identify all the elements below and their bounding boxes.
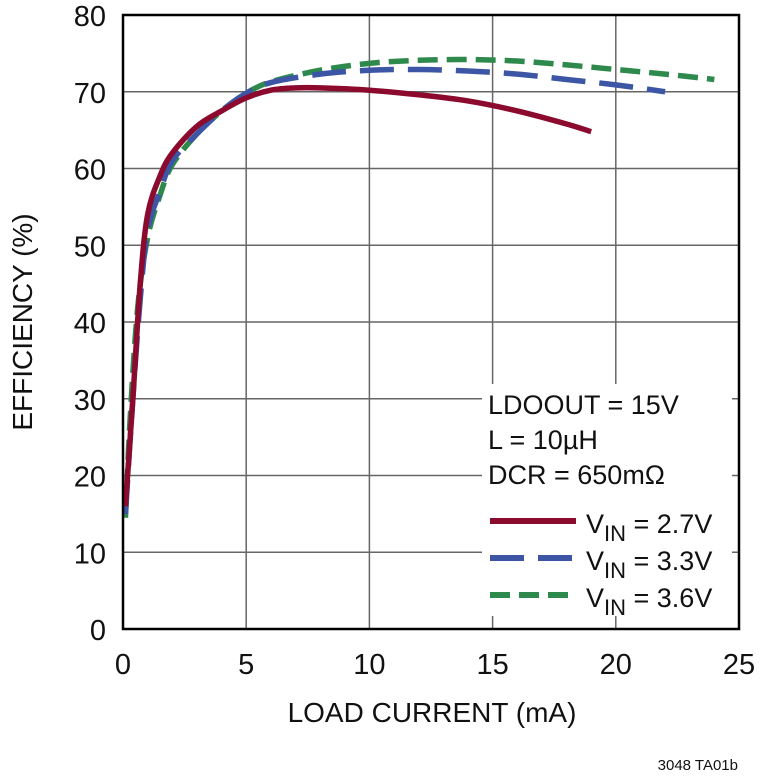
condition-inductor: L = 10µH (488, 425, 598, 455)
y-tick-label: 60 (74, 155, 106, 187)
y-tick-label: 30 (74, 385, 106, 417)
y-tick-label: 20 (74, 462, 106, 494)
condition-dcr: DCR = 650mΩ (488, 460, 665, 490)
data-curves (122, 56, 715, 518)
figure-id-note: 3048 TA01b (658, 757, 738, 774)
y-tick-labels: 0 10 20 30 40 50 60 70 80 (74, 1, 106, 647)
legend-label: VIN = 3.6V (586, 583, 712, 620)
series-curve (122, 84, 592, 507)
legend-label: VIN = 2.7V (586, 509, 712, 546)
x-tick-label: 25 (723, 649, 755, 681)
grid-lines (123, 15, 739, 629)
y-tick-label: 80 (74, 1, 106, 33)
condition-ldoout: LDOOUT = 15V (488, 390, 679, 420)
x-tick-label: 5 (238, 649, 254, 681)
x-tick-labels: 0 5 10 15 20 25 (115, 649, 755, 681)
x-tick-label: 0 (115, 649, 131, 681)
y-tick-label: 40 (74, 308, 106, 340)
legend-background (482, 384, 732, 616)
legend: LDOOUT = 15V L = 10µH DCR = 650mΩ VIN = … (482, 384, 732, 620)
legend-label: VIN = 3.3V (586, 546, 712, 583)
y-tick-label: 50 (74, 231, 106, 263)
x-tick-label: 10 (353, 649, 385, 681)
x-tick-label: 20 (600, 649, 632, 681)
x-axis-label: LOAD CURRENT (mA) (288, 697, 577, 728)
plot-frame (121, 13, 741, 631)
y-tick-label: 70 (74, 78, 106, 110)
y-axis-label: EFFICIENCY (%) (7, 213, 38, 430)
series-curve (122, 66, 666, 515)
x-tick-label: 15 (476, 649, 508, 681)
y-tick-label: 0 (90, 615, 106, 647)
y-tick-label: 10 (74, 538, 106, 570)
